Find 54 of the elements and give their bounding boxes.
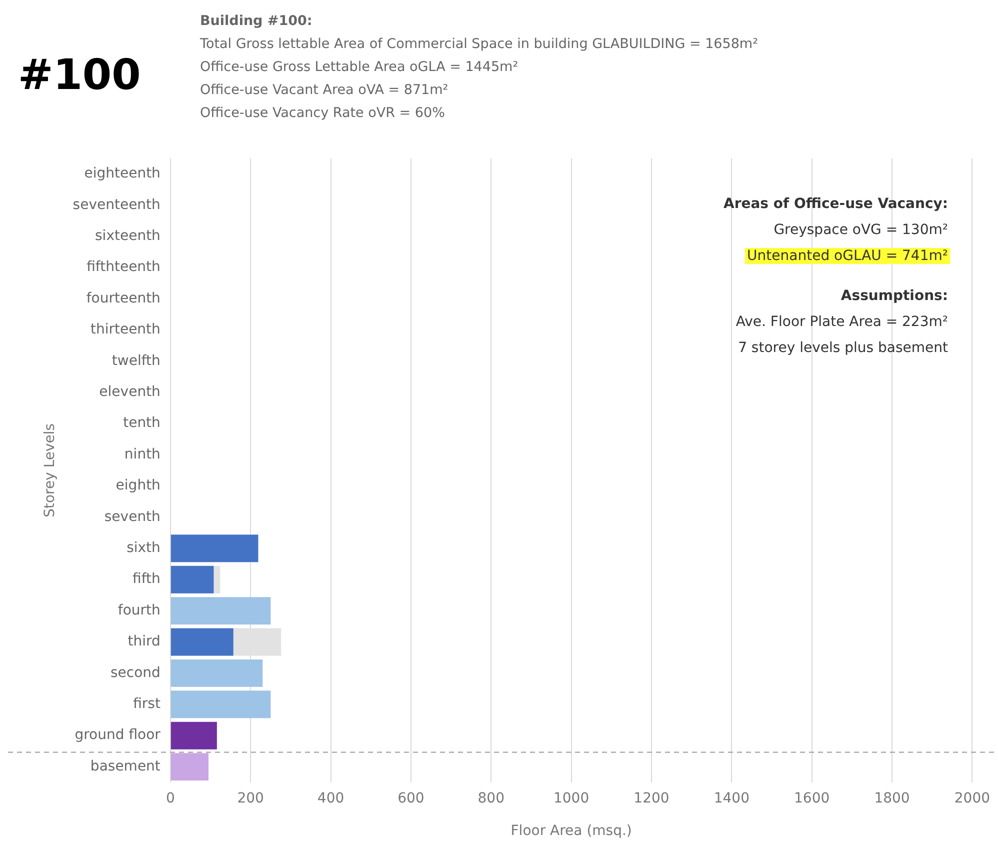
x-tick-label: 1600: [794, 790, 830, 806]
annotation: 7 storey levels plus basement: [737, 340, 949, 356]
x-tick-label: 1200: [634, 790, 670, 806]
y-tick-label: twelfth: [112, 352, 160, 369]
y-tick-label: thirteenth: [90, 322, 160, 338]
y-axis-title: Storey Levels: [42, 423, 58, 518]
text: Office-use Vacancy Rate oVR = 60%: [200, 104, 446, 123]
chart-subtitle: Building #100:: [200, 12, 314, 31]
x-tick-label: 400: [317, 790, 344, 806]
x-tick-label: 600: [398, 790, 424, 806]
y-tick-label: basement: [90, 758, 161, 774]
y-tick-label: eighth: [116, 478, 160, 494]
y-tick-label: seventh: [104, 508, 160, 525]
annotation: Greyspace oVG = 130m²: [772, 222, 949, 238]
y-tick-label: fourteenth: [86, 290, 160, 306]
bar: [170, 690, 271, 718]
y-tick-label: eighteenth: [84, 166, 160, 182]
x-tick-label: 0: [166, 790, 175, 806]
x-axis-title: Floor Area (msq.): [510, 823, 632, 840]
bar: [170, 659, 263, 687]
text: Total Gross lettable Area of Commercial Space in building GLABUILDING = 1658m²: [200, 35, 758, 54]
y-tick-label: ninth: [124, 446, 160, 462]
x-tick-label: 1400: [714, 790, 750, 806]
text: Office-use Vacant Area oVA = 871m²: [200, 81, 450, 100]
chart-title: #100: [18, 50, 141, 99]
y-tick-label: sixth: [126, 540, 160, 556]
text: Office-use Gross Lettable Area oGLA = 1445m²: [200, 58, 520, 77]
y-tick-label: eleventh: [99, 384, 160, 400]
bar: [170, 597, 271, 625]
x-tick-label: 1800: [874, 790, 910, 806]
annotation: Assumptions:: [840, 288, 949, 304]
y-tick-label: second: [110, 664, 160, 681]
annotation: Areas of Office-use Vacancy:: [722, 196, 949, 212]
x-tick-label: 1000: [553, 790, 590, 806]
y-tick-label: fifth: [132, 571, 160, 588]
y-tick-label: sixteenth: [95, 228, 160, 244]
x-tick-label: 800: [478, 790, 504, 806]
annotation: Ave. Floor Plate Area = 223m²: [734, 314, 949, 330]
bar: [170, 722, 217, 750]
y-tick-label: seventeenth: [72, 196, 160, 213]
bar: [170, 566, 214, 594]
y-tick-label: ground floor: [74, 727, 161, 744]
bar: [214, 566, 220, 594]
y-tick-label: first: [133, 696, 161, 712]
y-tick-label: fourth: [118, 602, 160, 618]
bar: [170, 534, 258, 562]
x-tick-label: 200: [237, 790, 264, 806]
y-tick-label: fifthteenth: [86, 259, 160, 276]
bar: [170, 628, 234, 656]
bar: [170, 753, 209, 781]
annotation: Untenanted oGLAU = 741m²: [745, 248, 950, 264]
x-tick-label: 2000: [954, 790, 990, 806]
y-tick-label: tenth: [123, 415, 160, 432]
y-tick-label: third: [128, 634, 160, 650]
